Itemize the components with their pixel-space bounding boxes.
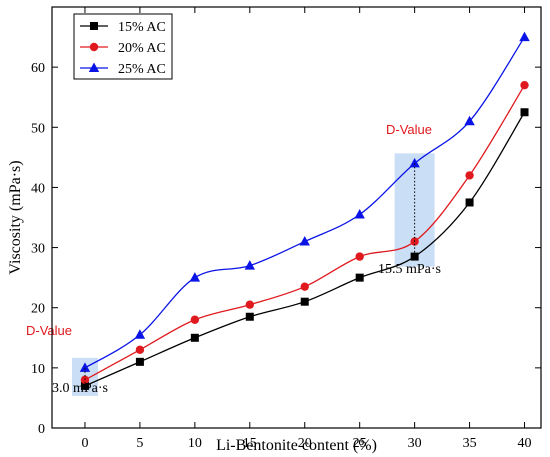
x-tick-label: 25: [353, 436, 367, 451]
data-point: [299, 236, 310, 246]
plot-frame: [51, 6, 542, 429]
y-tick-label: 30: [31, 242, 45, 257]
dvalue-text: 15.5 mPa·s: [378, 262, 441, 277]
data-point: [245, 312, 254, 321]
y-tick-label: 20: [31, 302, 45, 317]
series-line: [84, 84, 526, 381]
legend-marker: [89, 42, 99, 52]
y-tick-label: 50: [31, 121, 45, 136]
series-15-ac: [80, 108, 529, 390]
series-line: [84, 36, 526, 369]
data-point: [244, 260, 255, 270]
data-point: [245, 300, 254, 309]
y-axis-label: Viscosity (mPa·s): [7, 160, 24, 274]
x-axis-label: Li-Bentonite content (%): [216, 437, 377, 454]
dvalue-label: D-Value: [26, 323, 72, 338]
series-25-ac: [79, 31, 530, 372]
x-tick-label: 35: [463, 436, 477, 451]
x-tick-label: 40: [518, 436, 532, 451]
legend-item-label: 15% AC: [118, 20, 166, 35]
data-point: [465, 171, 474, 180]
data-point: [134, 329, 146, 339]
y-tick-label: 10: [31, 362, 45, 377]
x-tick-label: 30: [408, 436, 422, 451]
data-point: [355, 273, 364, 282]
data-point: [465, 198, 474, 207]
data-point: [354, 208, 365, 219]
data-point: [300, 297, 309, 306]
data-point: [355, 252, 364, 261]
series-20-ac: [80, 80, 529, 385]
data-point: [79, 362, 91, 372]
x-tick-label: 15: [243, 436, 257, 451]
data-point: [300, 282, 309, 291]
data-point: [190, 333, 199, 342]
data-point: [189, 272, 201, 282]
data-point: [135, 357, 144, 366]
y-tick-label: 40: [31, 181, 45, 196]
data-point: [135, 345, 145, 355]
dvalue-text: 3.0 mPa·s: [52, 381, 108, 396]
legend-item-label: 20% AC: [118, 41, 166, 56]
data-point: [520, 80, 529, 90]
dvalue-label: D-Value: [386, 122, 432, 137]
data-point: [409, 157, 420, 168]
x-tick-label: 5: [136, 436, 143, 451]
y-tick-label: 60: [31, 61, 45, 76]
legend: 15% AC 20% AC 25% AC: [73, 13, 173, 80]
data-point: [520, 108, 529, 117]
legend-item-label: 25% AC: [118, 62, 166, 77]
x-tick-label: 20: [298, 436, 312, 451]
legend-marker: [88, 62, 100, 72]
x-tick-label: 0: [81, 436, 88, 451]
x-tick-label: 10: [188, 436, 202, 451]
data-point: [190, 315, 200, 324]
data-point: [410, 252, 419, 261]
series-line: [84, 111, 526, 387]
data-point: [80, 375, 90, 385]
data-point: [519, 31, 530, 42]
legend-marker: [90, 22, 98, 30]
data-point: [464, 115, 475, 126]
y-tick-label: 0: [38, 422, 45, 437]
